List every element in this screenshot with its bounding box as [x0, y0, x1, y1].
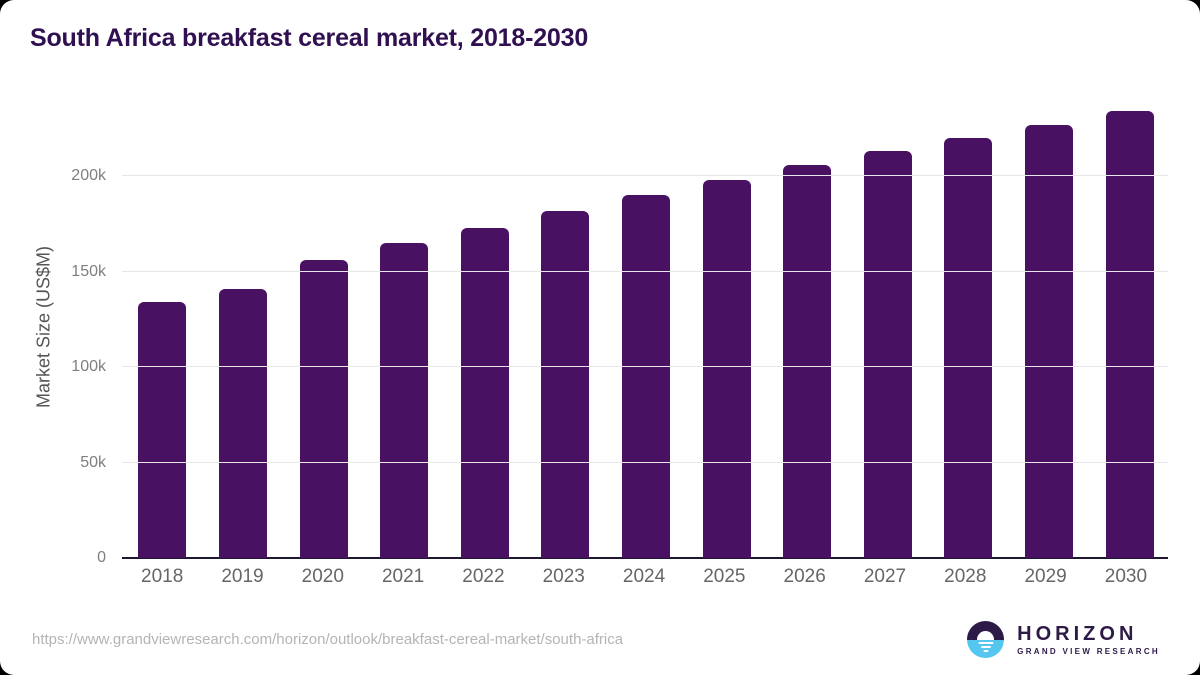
x-tick-label-2018: 2018	[141, 566, 184, 587]
x-axis-labels: 2018 2019 2020 2021 2022 2023 2024 2025 2026 2027…	[122, 566, 1166, 588]
x-tick-label-2024: 2024	[622, 566, 666, 587]
bar-col-2019	[203, 96, 284, 558]
bar-2030	[1105, 111, 1154, 558]
x-tick-label-2022: 2022	[462, 566, 505, 587]
y-tick-label-150k: 150k	[71, 262, 106, 280]
bar-2024	[621, 195, 670, 558]
horizon-sunset-icon	[967, 621, 1005, 658]
bar-2018	[138, 302, 187, 558]
bar-2020	[299, 260, 348, 558]
bar-2021	[380, 243, 429, 558]
bar-col-2018	[122, 96, 203, 558]
x-tick-label-2023: 2023	[542, 566, 585, 587]
bar-2025	[702, 180, 751, 558]
bar-col-2028	[928, 96, 1009, 558]
bars-container	[122, 96, 1170, 558]
bar-2019	[218, 288, 267, 558]
y-tick-label-0: 0	[97, 549, 106, 566]
x-tick-label-2029: 2029	[1024, 566, 1067, 587]
y-tick-label-100k: 100k	[71, 358, 106, 376]
bar-col-2020	[283, 96, 364, 558]
x-tick-label-2025: 2025	[703, 566, 746, 587]
bar-col-2021	[364, 96, 445, 558]
x-tick-label-2019: 2019	[221, 566, 264, 587]
y-tick-label-50k: 50k	[80, 453, 106, 471]
bar-col-2029	[1009, 96, 1090, 558]
x-tick-label-2020: 2020	[301, 566, 344, 587]
logo-subtitle: GRAND VIEW RESEARCH	[1017, 647, 1160, 656]
bar-col-2024	[606, 96, 687, 558]
x-tick-label-2021: 2021	[381, 566, 425, 587]
x-tick-label-2028: 2028	[944, 566, 987, 587]
source-url: https://www.grandviewresearch.com/horizo…	[32, 631, 624, 648]
y-tick-label-200k: 200k	[71, 167, 106, 185]
gridline-100k	[122, 366, 1168, 368]
bar-2023	[541, 210, 590, 558]
x-axis-line	[122, 557, 1168, 559]
gridline-200k	[122, 175, 1168, 177]
bar-col-2025	[686, 96, 767, 558]
bar-col-2023	[525, 96, 606, 558]
y-axis-title: Market Size (US$M)	[33, 245, 54, 409]
chart-title: South Africa breakfast cereal market, 20…	[30, 24, 589, 52]
x-tick-label-2027: 2027	[863, 566, 907, 587]
gridline-50k	[122, 461, 1168, 463]
bar-2027	[863, 151, 912, 558]
bar-2026	[783, 164, 832, 558]
gridline-150k	[122, 270, 1168, 272]
plot-area: 0 50k 100k 150k 200k	[71, 96, 1170, 566]
logo-name: HORIZON	[1017, 623, 1138, 645]
bar-2022	[460, 227, 509, 558]
x-tick-label-2026: 2026	[783, 566, 826, 587]
x-tick-label-2030: 2030	[1104, 566, 1148, 587]
bar-col-2030	[1089, 96, 1170, 558]
logo-text: HORIZON GRAND VIEW RESEARCH	[1017, 623, 1160, 656]
bar-2029	[1025, 124, 1073, 558]
bar-col-2026	[767, 96, 848, 558]
horizon-logo: HORIZON GRAND VIEW RESEARCH	[967, 621, 1160, 658]
bar-col-2027	[847, 96, 928, 558]
bar-col-2022	[444, 96, 525, 558]
bar-2028	[944, 138, 993, 558]
